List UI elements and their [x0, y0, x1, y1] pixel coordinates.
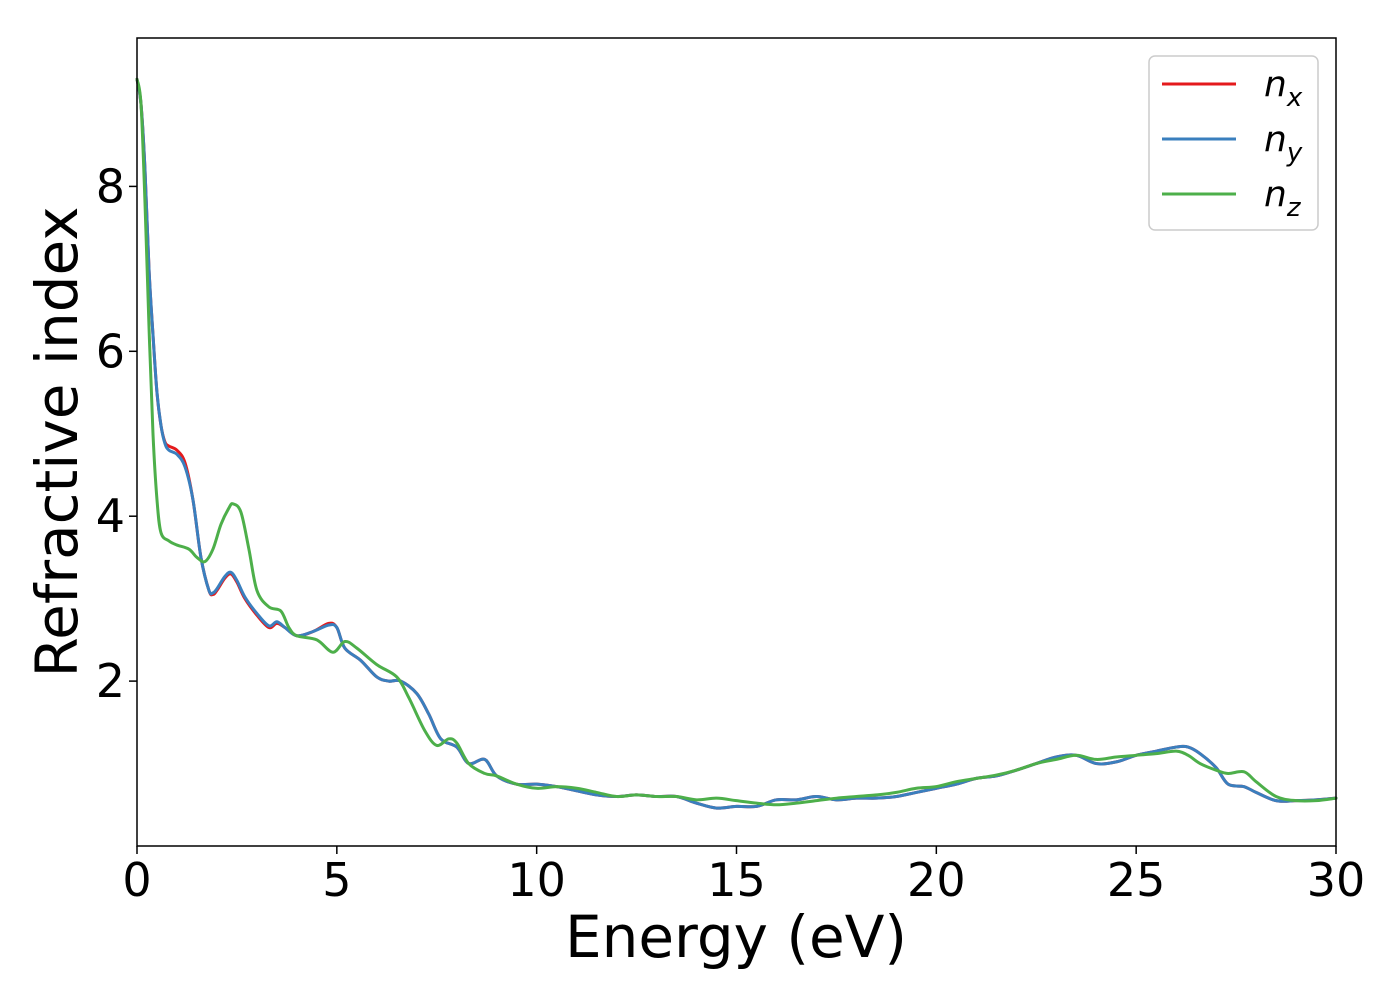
plot-frame [136, 37, 1337, 847]
legend-label-x: nx [1264, 64, 1303, 113]
y-tick-label: 8 [96, 159, 125, 213]
y-tick-layer: 2 4 6 8 [96, 159, 137, 708]
y-tick-label: 4 [96, 489, 125, 543]
legend: nx ny nz [1148, 55, 1319, 231]
series-line-y [135, 77, 1338, 810]
x-tick-layer: 0 5 10 15 20 25 30 [122, 846, 1365, 907]
x-tick-label: 30 [1307, 853, 1366, 907]
series-layer [135, 77, 1338, 810]
x-tick-label: 10 [507, 853, 566, 907]
series-line-z [135, 77, 1338, 807]
x-tick-label: 5 [322, 853, 351, 907]
x-tick-label: 0 [122, 853, 151, 907]
legend-label-y: ny [1264, 119, 1303, 168]
legend-box [1148, 55, 1319, 231]
x-axis-label: Energy (eV) [565, 903, 907, 971]
y-tick-label: 6 [96, 324, 125, 378]
y-tick-label: 2 [96, 654, 125, 708]
x-tick-label: 20 [907, 853, 966, 907]
x-tick-label: 25 [1107, 853, 1166, 907]
x-tick-label: 15 [707, 853, 766, 907]
legend-label-z: nz [1264, 174, 1302, 223]
y-axis-label: Refractive index [23, 206, 91, 677]
